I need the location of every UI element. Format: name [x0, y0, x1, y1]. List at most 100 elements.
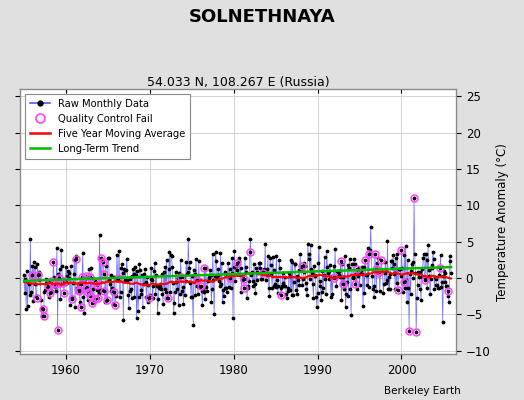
- Point: [51, 288, 60, 294]
- Point: [278, 283, 286, 289]
- Point: [426, 291, 434, 297]
- Point: [58, 263, 66, 270]
- Point: [406, 291, 414, 297]
- Point: [43, 283, 52, 289]
- Point: [247, 272, 255, 278]
- Point: [316, 278, 324, 284]
- Point: [438, 279, 446, 285]
- Point: [41, 280, 50, 286]
- Point: [52, 280, 60, 287]
- Point: [53, 327, 62, 333]
- Point: [141, 266, 149, 272]
- Point: [427, 262, 435, 268]
- Point: [74, 281, 82, 288]
- Point: [246, 249, 254, 255]
- Point: [345, 256, 354, 262]
- Point: [424, 242, 432, 248]
- Point: [188, 294, 196, 300]
- Point: [259, 266, 268, 272]
- Point: [290, 261, 299, 267]
- Point: [205, 274, 213, 280]
- Point: [201, 296, 209, 302]
- Point: [175, 270, 183, 277]
- Point: [342, 291, 351, 298]
- Point: [225, 284, 233, 290]
- Point: [127, 286, 135, 292]
- Point: [268, 285, 276, 292]
- Point: [255, 264, 264, 271]
- Point: [304, 256, 313, 262]
- Point: [396, 266, 404, 273]
- Point: [183, 271, 191, 277]
- Point: [237, 288, 246, 295]
- Point: [418, 273, 427, 280]
- Point: [26, 292, 34, 298]
- Point: [83, 284, 91, 290]
- Point: [444, 287, 453, 294]
- Point: [154, 296, 162, 303]
- Point: [154, 309, 162, 316]
- Point: [196, 283, 205, 289]
- Point: [423, 284, 431, 291]
- Point: [389, 271, 398, 277]
- Point: [418, 266, 426, 272]
- Point: [210, 311, 219, 318]
- Point: [21, 276, 30, 282]
- Point: [251, 290, 259, 297]
- Point: [323, 264, 332, 270]
- Point: [332, 283, 341, 290]
- Point: [370, 294, 378, 300]
- Point: [319, 285, 328, 291]
- Point: [72, 253, 81, 260]
- Point: [293, 291, 301, 297]
- Point: [74, 287, 83, 293]
- Point: [255, 259, 263, 266]
- Point: [252, 265, 260, 271]
- Point: [26, 236, 35, 242]
- Point: [160, 286, 169, 292]
- Point: [68, 296, 76, 302]
- Point: [116, 294, 124, 300]
- Point: [152, 272, 160, 279]
- Point: [434, 285, 443, 292]
- Point: [32, 293, 40, 300]
- Point: [86, 293, 95, 299]
- Point: [263, 266, 271, 273]
- Point: [383, 238, 391, 244]
- Point: [258, 268, 267, 274]
- Point: [152, 282, 161, 289]
- Point: [213, 272, 222, 278]
- Point: [186, 280, 194, 286]
- Point: [352, 270, 360, 276]
- Point: [420, 250, 428, 257]
- Point: [39, 313, 48, 319]
- Point: [213, 274, 221, 281]
- Point: [288, 259, 297, 265]
- Point: [249, 283, 257, 289]
- Point: [404, 285, 412, 291]
- Point: [400, 252, 408, 258]
- Point: [376, 268, 385, 275]
- Point: [322, 290, 330, 297]
- Point: [409, 274, 418, 281]
- Point: [341, 304, 350, 310]
- Point: [386, 271, 395, 277]
- Point: [181, 291, 189, 298]
- Point: [39, 306, 47, 313]
- Point: [141, 279, 150, 285]
- Point: [25, 281, 33, 288]
- Point: [267, 271, 276, 277]
- Point: [286, 272, 294, 279]
- Point: [250, 280, 259, 287]
- Point: [347, 261, 356, 267]
- Point: [253, 277, 261, 283]
- Point: [388, 264, 397, 271]
- Point: [422, 257, 431, 263]
- Point: [354, 273, 362, 280]
- Point: [381, 258, 389, 265]
- Point: [94, 295, 102, 301]
- Point: [307, 265, 315, 272]
- Point: [339, 274, 347, 280]
- Point: [309, 295, 318, 301]
- Point: [244, 285, 253, 292]
